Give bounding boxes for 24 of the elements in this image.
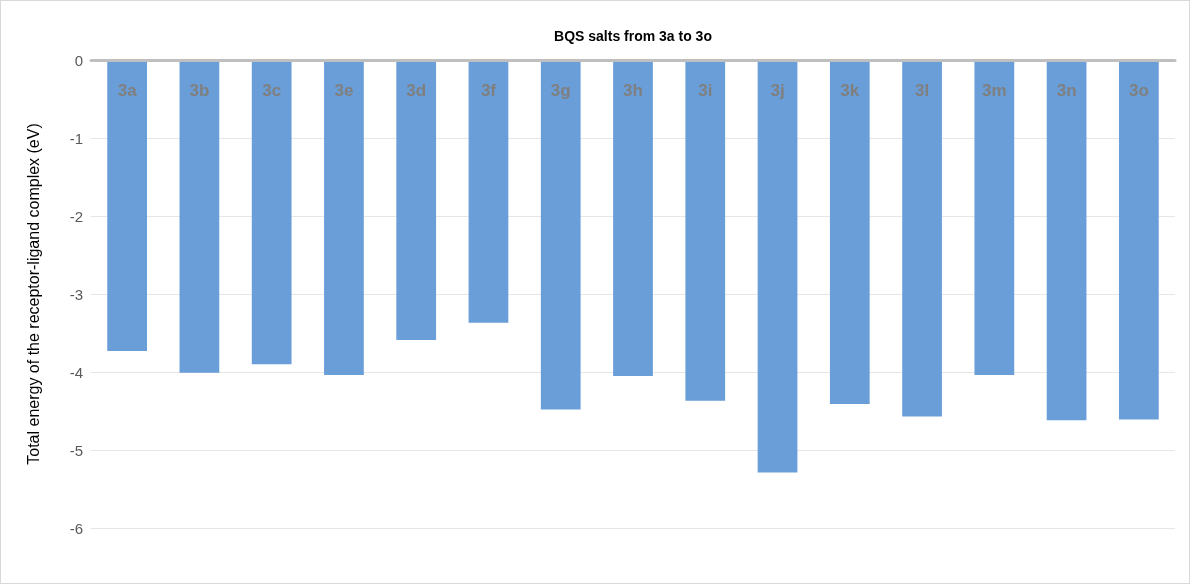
y-tick-label: -2 — [69, 207, 83, 225]
x-tick-label: 3o — [1128, 81, 1149, 100]
y-tick-label: -3 — [69, 285, 83, 303]
x-tick-label: 3d — [406, 81, 427, 100]
y-tick-label: -6 — [69, 519, 83, 537]
x-tick-label: 3n — [1056, 81, 1077, 100]
y-tick-label: 0 — [74, 51, 83, 69]
x-tick-label: 3i — [698, 81, 713, 100]
x-tick-label: 3c — [262, 81, 282, 100]
x-tick-label: 3f — [480, 81, 497, 100]
x-tick-label: 3h — [623, 81, 643, 100]
y-tick-label: -5 — [69, 441, 83, 459]
x-tick-label: 3k — [840, 81, 860, 100]
x-tick-label: 3b — [189, 81, 210, 100]
x-tick-label: 3j — [770, 81, 785, 100]
y-tick-label: -4 — [69, 363, 83, 381]
y-tick-label: -1 — [69, 129, 83, 147]
x-tick-label: 3a — [117, 81, 138, 100]
y-axis-title: Total energy of the receptor-ligand complex (eV) — [24, 123, 42, 465]
x-tick-label: 3l — [914, 81, 930, 100]
x-tick-label: 3g — [550, 81, 571, 100]
x-tick-label: 3e — [334, 81, 354, 100]
x-axis-title: BQS salts from 3a to 3o — [554, 28, 712, 44]
x-tick-label: 3m — [982, 81, 1007, 100]
